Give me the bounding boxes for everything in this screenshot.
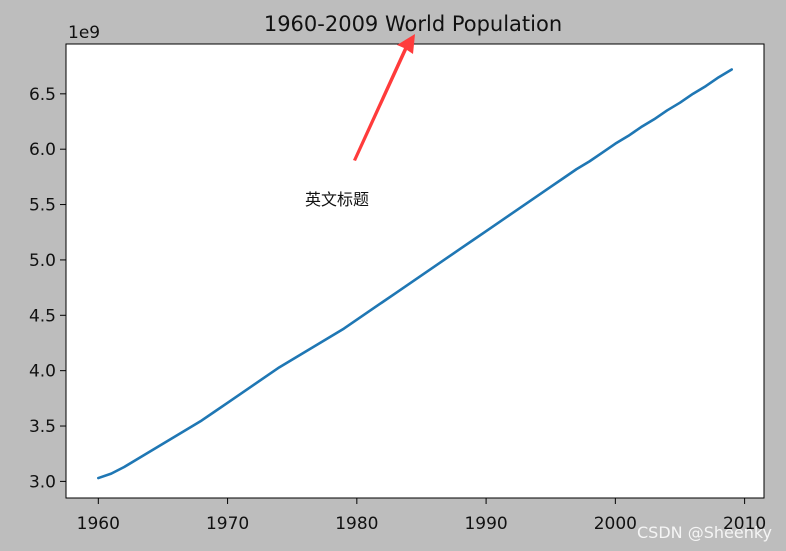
y-tick-label: 5.0 bbox=[29, 251, 56, 271]
annotation-arrow bbox=[353, 34, 415, 161]
y-tick-label: 4.5 bbox=[29, 306, 56, 326]
watermark: CSDN @Sheenky bbox=[637, 523, 772, 542]
y-axis: 3.0 3.5 4.0 4.5 5.0 5.5 6.0 6.5 bbox=[29, 85, 66, 492]
y-tick-label: 6.5 bbox=[29, 85, 56, 105]
plot-frame bbox=[65, 43, 765, 499]
x-tick-label: 1970 bbox=[206, 514, 249, 534]
x-tick-label: 2010 bbox=[723, 514, 766, 534]
y-tick-label: 3.5 bbox=[29, 417, 56, 437]
x-tick-label: 1960 bbox=[77, 514, 120, 534]
series-layer bbox=[97, 68, 733, 480]
y-tick-label: 3.0 bbox=[29, 472, 56, 492]
x-tick-label: 2000 bbox=[594, 514, 637, 534]
series-line bbox=[97, 68, 733, 480]
y-tick-label: 4.0 bbox=[29, 362, 56, 382]
y-tick-label: 6.0 bbox=[29, 140, 56, 160]
chart-title: 1960-2009 World Population bbox=[264, 12, 562, 36]
annotation-text: 英文标题 bbox=[305, 190, 369, 209]
y-tick-label: 5.5 bbox=[29, 196, 56, 216]
x-tick-label: 1980 bbox=[335, 514, 378, 534]
y-offset-label: 1e9 bbox=[68, 23, 100, 43]
plot-area bbox=[66, 44, 764, 498]
x-axis: 1960 1970 1980 1990 2000 2010 bbox=[77, 498, 766, 534]
x-tick-label: 1990 bbox=[464, 514, 507, 534]
